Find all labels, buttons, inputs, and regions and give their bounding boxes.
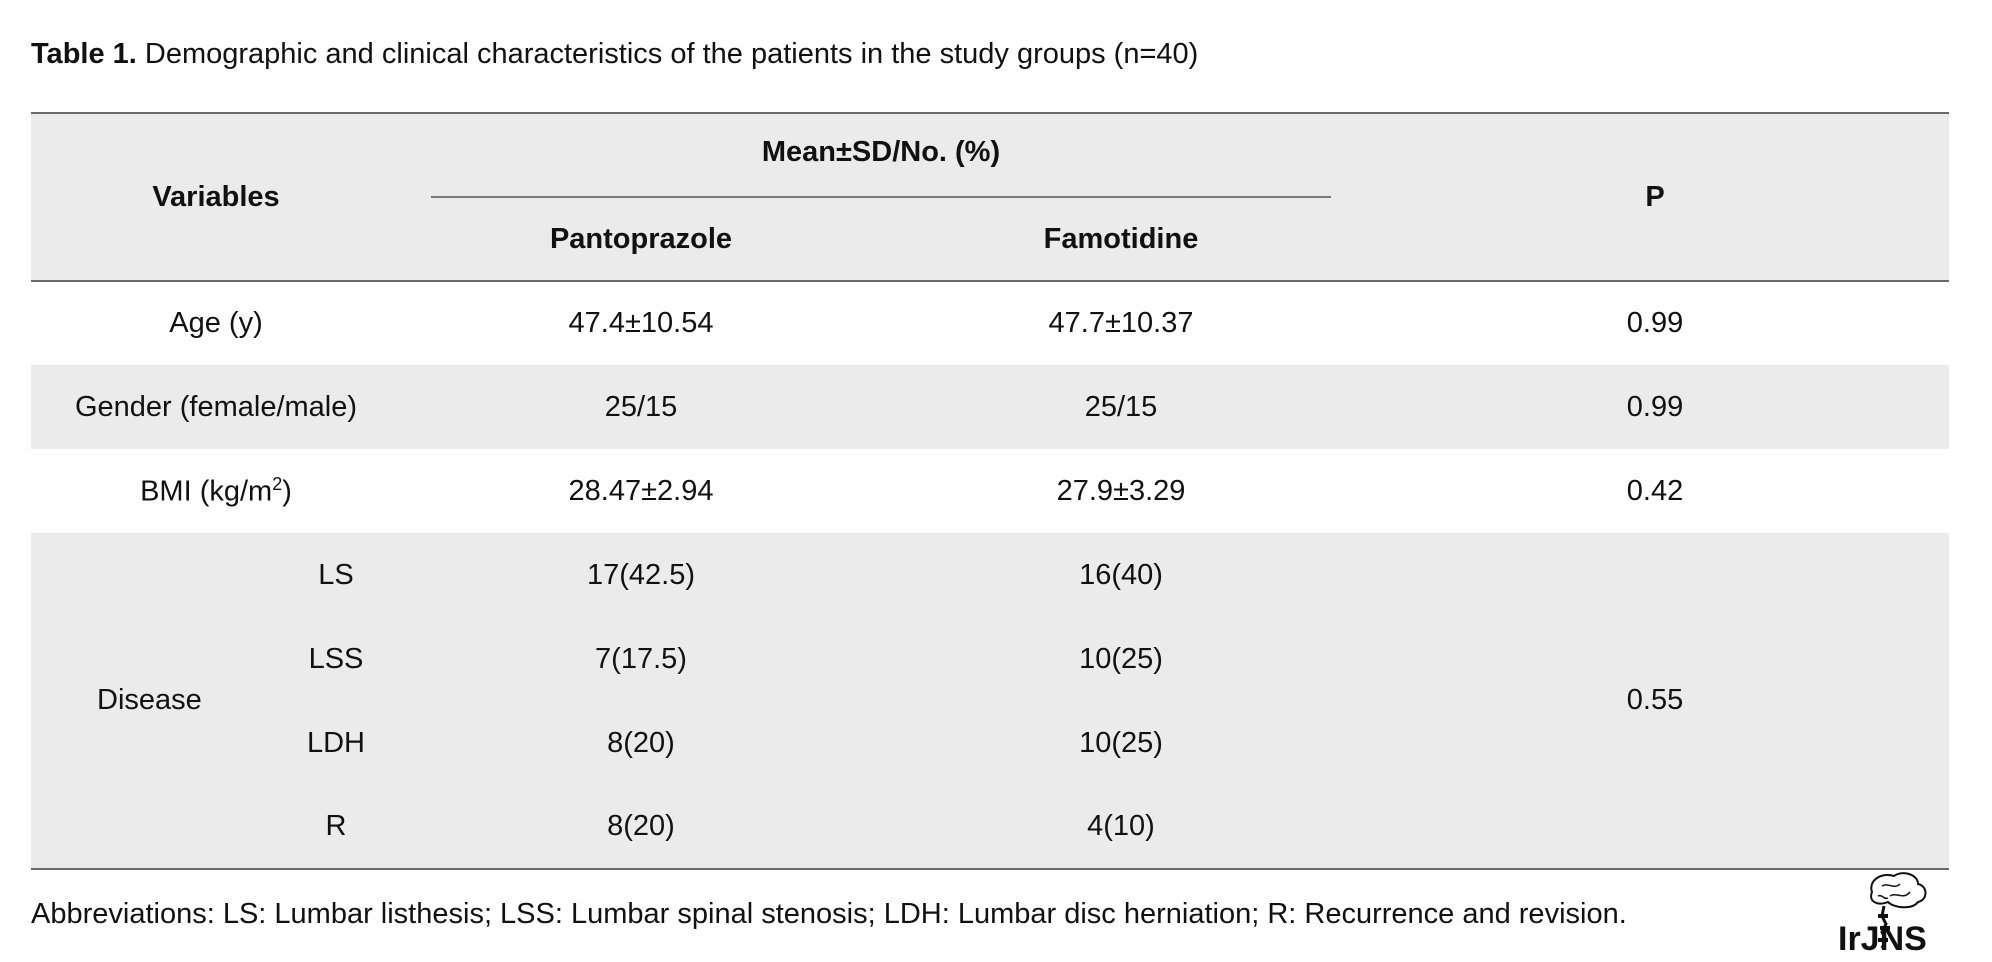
row-bmi-variable-prefix: BMI (kg/m: [140, 475, 273, 508]
row-gender-variable: Gender (female/male): [74, 390, 358, 423]
header-pantoprazole: Pantoprazole: [401, 198, 881, 282]
logo-text: IrJNS: [1838, 920, 1927, 954]
header-group-label: Mean±SD/No. (%): [761, 136, 1001, 168]
header-group-divider: [431, 196, 1331, 198]
row-disease-sub: LSS: [308, 642, 364, 675]
row-gender-p: 0.99: [1626, 390, 1684, 423]
row-disease-p: 0.55: [1361, 533, 1949, 870]
row-disease-famotidine: 16(40): [1079, 558, 1163, 591]
header-group: Mean±SD/No. (%): [401, 112, 1361, 198]
row-disease-sub: R: [271, 785, 401, 870]
row-age-p: 0.99: [1626, 307, 1684, 339]
row-age-pantoprazole: 47.4±10.54: [568, 307, 714, 339]
row-disease-pantoprazole: 8(20): [607, 726, 675, 759]
row-disease-famotidine: 10(25): [1079, 642, 1163, 675]
abbreviations-footnote: Abbreviations: LS: Lumbar listhesis; LSS…: [31, 898, 1627, 930]
header-famotidine: Famotidine: [881, 198, 1361, 282]
row-bmi-variable-suffix: ): [282, 475, 292, 508]
row-disease-pantoprazole: 17(42.5): [586, 558, 695, 591]
brain-spine-logo-icon: IrJNS: [1838, 870, 1954, 958]
row-bmi-famotidine: 27.9±3.29: [1056, 474, 1186, 507]
table-caption-label: Table 1.: [31, 38, 137, 70]
table-row: Age (y) 47.4±10.54 47.7±10.37 0.99: [31, 281, 1949, 365]
row-disease-pantoprazole: 8(20): [401, 785, 881, 870]
table-row: BMI (kg/m2) 28.47±2.94 27.9±3.29 0.42: [31, 449, 1949, 533]
header-p: P: [1361, 112, 1949, 282]
row-disease-label: Disease: [31, 533, 271, 870]
table-caption: Table 1. Demographic and clinical charac…: [31, 38, 1198, 71]
table-caption-text: Demographic and clinical characteristics…: [136, 38, 1199, 70]
row-disease-pantoprazole: 7(17.5): [595, 642, 687, 675]
row-disease-sub: LDH: [306, 726, 365, 759]
row-bmi-p: 0.42: [1626, 474, 1684, 507]
row-disease-famotidine: 4(10): [881, 785, 1361, 870]
row-disease-famotidine: 10(25): [1079, 726, 1163, 759]
row-bmi-variable-sup: 2: [272, 473, 283, 494]
row-gender-pantoprazole: 25/15: [604, 390, 678, 423]
row-bmi-pantoprazole: 28.47±2.94: [568, 474, 714, 507]
row-age-famotidine: 47.7±10.37: [1048, 307, 1194, 339]
row-disease-sub: LS: [318, 558, 354, 591]
table-row: Gender (female/male) 25/15 25/15 0.99: [31, 365, 1949, 449]
row-gender-famotidine: 25/15: [1084, 390, 1158, 423]
header-variables: Variables: [31, 112, 401, 282]
row-bmi-variable: BMI (kg/m2): [31, 449, 401, 533]
table-row: Disease LS 17(42.5) 16(40) 0.55: [31, 533, 1949, 870]
demographics-table: Variables Mean±SD/No. (%) P Pantoprazole…: [31, 112, 1949, 870]
row-age-variable: Age (y): [169, 307, 263, 339]
